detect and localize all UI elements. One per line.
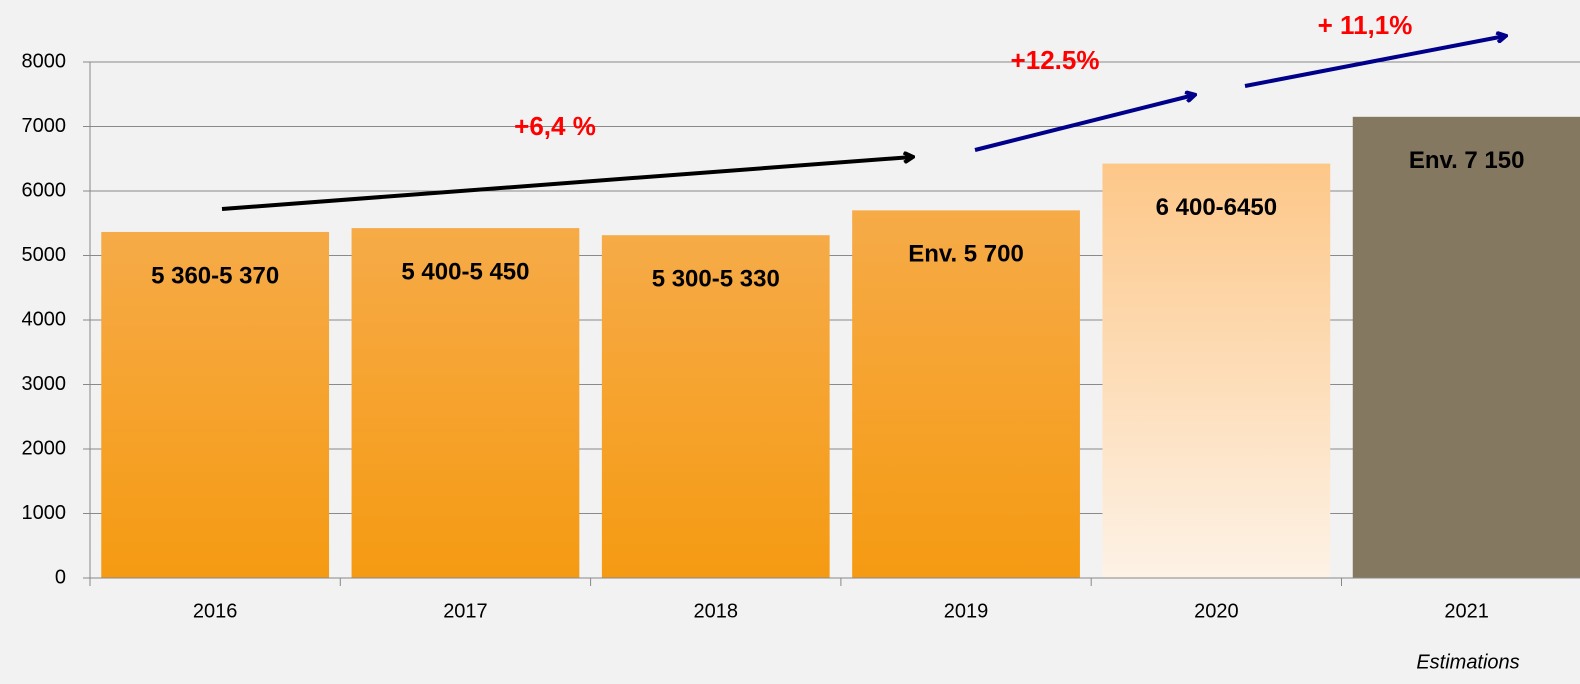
x-tick-label: 2017 xyxy=(443,600,488,622)
y-tick-label: 3000 xyxy=(22,373,67,395)
x-tick-label: 2020 xyxy=(1194,600,1239,622)
note: Estimations xyxy=(1416,651,1519,673)
plot-area: 0 1000 2000 3000 4000 5000 6000 7000 8000 2016 5 3… xyxy=(22,50,1580,622)
trend-arrow xyxy=(975,95,1194,150)
trend-arrow xyxy=(1245,36,1505,86)
data-label: 5 300-5 330 xyxy=(652,266,780,293)
data-label: Env. 7 150 xyxy=(1409,147,1525,174)
y-tick-label: 4000 xyxy=(22,308,67,330)
trend-arrow xyxy=(222,157,912,209)
annotation: + 11,1% xyxy=(1318,10,1413,40)
y-tick-label: 5000 xyxy=(22,244,67,266)
y-tick-label: 8000 xyxy=(22,50,67,72)
y-tick-label: 7000 xyxy=(22,115,67,137)
y-tick-label: 6000 xyxy=(22,179,67,201)
x-tick-label: 2016 xyxy=(193,600,238,622)
bar xyxy=(1102,164,1330,578)
data-label: 6 400-6450 xyxy=(1156,194,1277,221)
annotation: +12.5% xyxy=(1011,45,1100,75)
x-tick-label: 2021 xyxy=(1444,600,1489,622)
y-tick-label: 1000 xyxy=(22,502,67,524)
x-tick-label: 2018 xyxy=(694,600,739,622)
data-label: 5 400-5 450 xyxy=(401,258,529,285)
bar xyxy=(1353,117,1580,578)
data-label: 5 360-5 370 xyxy=(151,262,279,289)
y-tick-label: 0 xyxy=(55,566,66,588)
data-label: Env. 5 700 xyxy=(908,241,1024,268)
annotation: +6,4 % xyxy=(514,111,596,141)
y-tick-label: 2000 xyxy=(22,437,67,459)
x-tick-label: 2019 xyxy=(944,600,989,622)
